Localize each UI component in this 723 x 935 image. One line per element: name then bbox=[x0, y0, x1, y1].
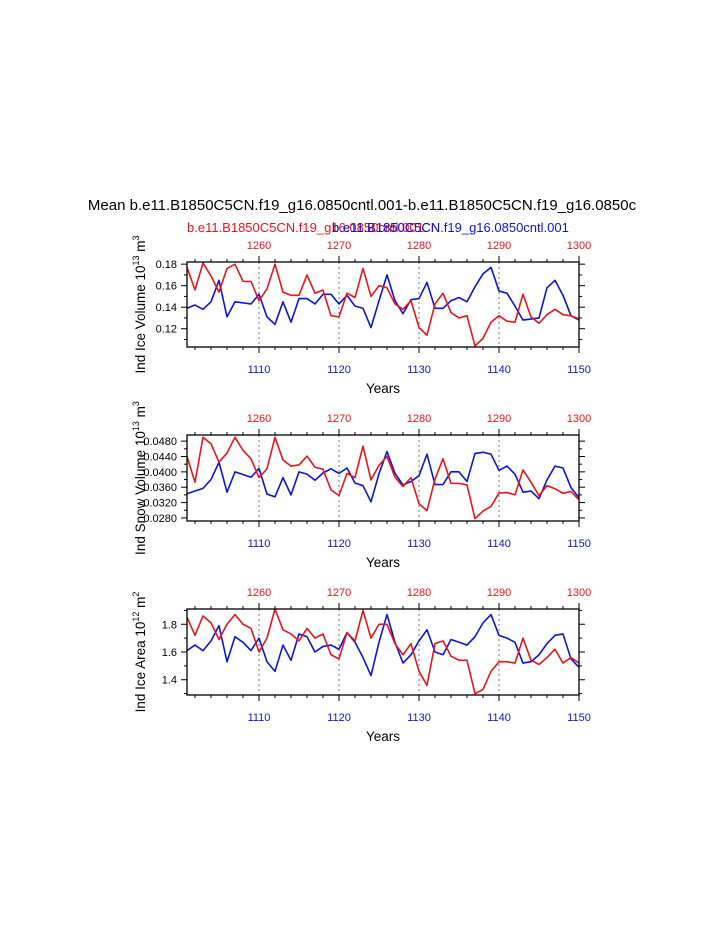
series-line-red bbox=[186, 262, 580, 347]
y-axis-title-part: m bbox=[133, 597, 148, 612]
y-tick-label: 0.0400 bbox=[143, 467, 177, 479]
y-axis-title-part: 12 bbox=[131, 612, 141, 622]
y-tick-label: 1.8 bbox=[162, 619, 177, 631]
x-tick-label-top: 1270 bbox=[327, 413, 351, 425]
y-axis-title: Ind Snow Volume 1013 m3 bbox=[131, 401, 148, 555]
x-tick-label-bottom: 1130 bbox=[407, 364, 431, 376]
x-tick-label-top: 1300 bbox=[567, 413, 591, 425]
x-tick-label-bottom: 1110 bbox=[248, 538, 271, 550]
y-axis-title-part: Ind Ice Volume 10 bbox=[133, 265, 148, 373]
series-line-red bbox=[186, 436, 580, 520]
y-tick-label: 0.18 bbox=[156, 259, 177, 271]
x-tick-label-bottom: 1110 bbox=[248, 712, 271, 724]
y-axis-title-part: 3 bbox=[131, 401, 141, 406]
x-axis-title: Years bbox=[366, 555, 400, 570]
y-tick-label: 0.0480 bbox=[143, 436, 177, 448]
series-line-red bbox=[186, 608, 580, 695]
x-tick-label-bottom: 1120 bbox=[327, 538, 351, 550]
x-tick-label-top: 1280 bbox=[407, 413, 431, 425]
x-axis-title: Years bbox=[366, 381, 400, 396]
ice-area-panel: 1110 1120 1130 1140 1150 1260 1270 1280 1290 1300… bbox=[131, 587, 591, 744]
ice-volume-panel: 1110 1120 1130 1140 1150 1260 1270 1280 1290 1300… bbox=[131, 235, 591, 396]
y-tick-label: 0.0320 bbox=[143, 498, 177, 510]
subtitle-red: b.e11.B1850C5CN.f19_g16.0850cntl.001 bbox=[187, 220, 424, 235]
y-tick-label: 0.16 bbox=[156, 281, 177, 293]
x-axis-title: Years bbox=[366, 729, 400, 744]
x-tick-label-bottom: 1120 bbox=[327, 712, 351, 724]
y-axis-title-part: 2 bbox=[131, 592, 141, 597]
y-tick-label: 0.0280 bbox=[143, 513, 177, 525]
series-line-blue bbox=[186, 266, 580, 329]
y-axis-title-part: Ind Ice Area 10 bbox=[133, 622, 148, 713]
y-axis-title-part: Ind Snow Volume 10 bbox=[133, 431, 148, 555]
subtitle-overlap: b.e11.B1850C5CN bbox=[332, 220, 440, 235]
y-tick-label: 0.0360 bbox=[143, 482, 177, 494]
x-tick-label-top: 1280 bbox=[407, 240, 431, 252]
series-line-blue bbox=[186, 613, 580, 677]
subtitle-blue: b.e11.B1850C5CN.f19_g16.0850cntl.001 bbox=[332, 220, 569, 235]
snow-volume-panel: 1110 1120 1130 1140 1150 1260 1270 1280 1290 1300… bbox=[131, 401, 591, 570]
plot-frame bbox=[186, 608, 580, 696]
x-tick-label-bottom: 1130 bbox=[407, 712, 431, 724]
x-tick-label-top: 1270 bbox=[327, 587, 351, 599]
y-axis-title-part: 13 bbox=[131, 421, 141, 431]
x-tick-label-top: 1290 bbox=[487, 587, 511, 599]
y-axis-title-part: m bbox=[133, 406, 148, 421]
x-tick-label-bottom: 1150 bbox=[567, 364, 591, 376]
x-tick-label-top: 1260 bbox=[247, 240, 271, 252]
x-tick-label-bottom: 1120 bbox=[327, 364, 351, 376]
plot-frame bbox=[186, 261, 580, 348]
y-tick-label: 0.0440 bbox=[143, 452, 177, 464]
series-line-blue bbox=[186, 450, 580, 503]
x-tick-label-bottom: 1140 bbox=[487, 712, 511, 724]
y-tick-label: 1.6 bbox=[162, 647, 177, 659]
x-tick-label-top: 1300 bbox=[567, 240, 591, 252]
x-tick-label-bottom: 1150 bbox=[567, 712, 591, 724]
x-tick-label-bottom: 1140 bbox=[487, 538, 511, 550]
x-tick-label-bottom: 1130 bbox=[407, 538, 431, 550]
y-axis-title-part: 13 bbox=[131, 255, 141, 265]
y-axis-title: Ind Ice Area 1012 m2 bbox=[131, 592, 148, 713]
x-tick-label-bottom: 1150 bbox=[567, 538, 591, 550]
y-tick-label: 0.12 bbox=[156, 324, 177, 336]
x-tick-label-top: 1270 bbox=[327, 240, 351, 252]
y-axis-title-part: m bbox=[133, 240, 148, 255]
y-tick-label: 1.4 bbox=[162, 675, 177, 687]
x-tick-label-top: 1290 bbox=[487, 413, 511, 425]
y-tick-label: 0.14 bbox=[156, 302, 177, 314]
x-tick-label-top: 1290 bbox=[487, 240, 511, 252]
x-tick-label-top: 1280 bbox=[407, 587, 431, 599]
x-tick-label-bottom: 1140 bbox=[487, 364, 511, 376]
y-axis-title-part: 3 bbox=[131, 235, 141, 240]
x-tick-label-top: 1300 bbox=[567, 587, 591, 599]
x-tick-label-bottom: 1110 bbox=[248, 364, 271, 376]
x-tick-label-top: 1260 bbox=[247, 413, 271, 425]
x-tick-label-top: 1260 bbox=[247, 587, 271, 599]
figure-title: Mean b.e11.B1850C5CN.f19_g16.0850cntl.00… bbox=[88, 197, 637, 214]
y-axis-title: Ind Ice Volume 1013 m3 bbox=[131, 235, 148, 373]
figure-subtitle: b.e11.B1850C5CN.f19_g16.0850cntl.001 b.e… bbox=[187, 220, 569, 235]
plot-frame bbox=[186, 434, 580, 522]
